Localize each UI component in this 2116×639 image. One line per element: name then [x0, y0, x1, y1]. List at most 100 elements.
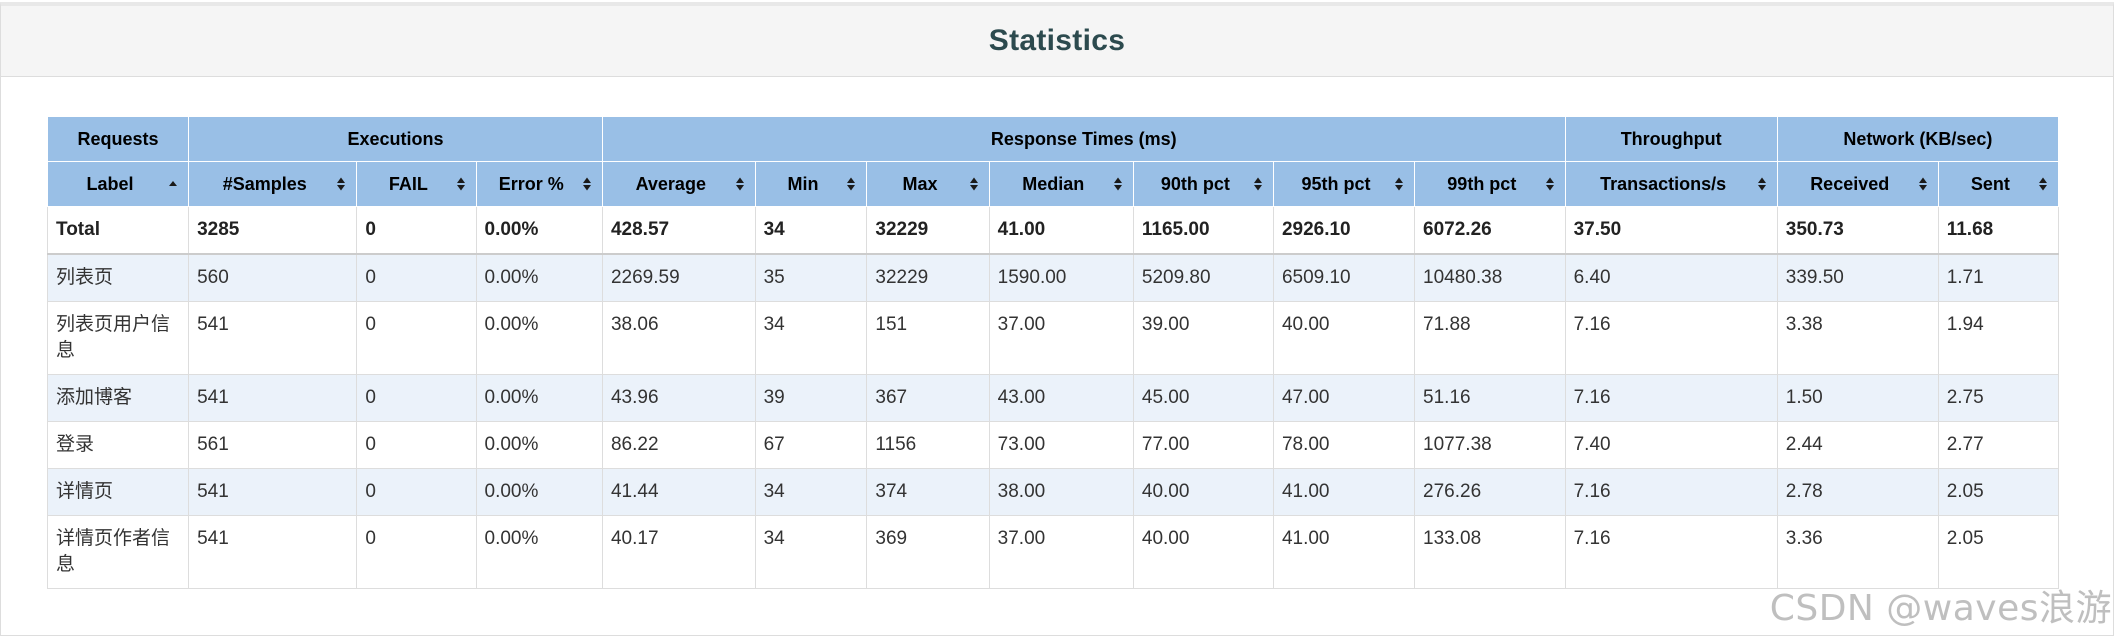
cell-max: 369 [866, 515, 990, 589]
cell-sent: 2.75 [1937, 374, 2060, 422]
row-label-cell: 登录 [46, 421, 190, 469]
cell-min: 34 [754, 515, 868, 589]
cell-sent: 1.71 [1937, 253, 2060, 302]
cell-samples: 561 [188, 421, 358, 469]
cell-95th-pct: 2926.10 [1272, 206, 1416, 255]
cell-90th-pct: 5209.80 [1132, 253, 1274, 302]
cell-transactions-s: 7.16 [1564, 515, 1778, 589]
cell-transactions-s: 37.50 [1564, 206, 1778, 255]
sort-icon[interactable] [1253, 176, 1263, 192]
cell-fail: 0 [356, 301, 477, 375]
table-row: 添加博客 541 0 0.00% 43.96 39 367 43.00 45.00 47.00 51… [46, 374, 2060, 422]
sort-icon[interactable] [1394, 176, 1404, 192]
column-header-fail[interactable]: FAIL [356, 161, 477, 207]
sort-icon[interactable] [1545, 176, 1555, 192]
row-label-cell: Total [46, 206, 190, 255]
column-header-label: Label [86, 173, 134, 194]
group-header-response-times-ms: Response Times (ms) [601, 116, 1566, 162]
column-header-average[interactable]: Average [601, 161, 756, 207]
sort-icon[interactable] [2038, 176, 2048, 192]
cell-error: 0.00% [475, 301, 603, 375]
cell-fail: 0 [356, 374, 477, 422]
cell-received: 1.50 [1776, 374, 1939, 422]
cell-99th-pct: 133.08 [1414, 515, 1566, 589]
cell-samples: 560 [188, 253, 358, 302]
column-header-min[interactable]: Min [754, 161, 868, 207]
cell-max: 367 [866, 374, 990, 422]
cell-90th-pct: 40.00 [1132, 515, 1274, 589]
cell-90th-pct: 1165.00 [1132, 206, 1274, 255]
column-header-90th-pct[interactable]: 90th pct [1132, 161, 1274, 207]
cell-median: 37.00 [988, 301, 1134, 375]
group-header-throughput: Throughput [1564, 116, 1778, 162]
cell-90th-pct: 45.00 [1132, 374, 1274, 422]
cell-min: 34 [754, 301, 868, 375]
cell-samples: 541 [188, 301, 358, 375]
sort-icon[interactable] [1757, 176, 1767, 192]
cell-max: 151 [866, 301, 990, 375]
cell-95th-pct: 78.00 [1272, 421, 1416, 469]
cell-median: 38.00 [988, 468, 1134, 516]
sort-icon[interactable] [1918, 176, 1928, 192]
cell-90th-pct: 40.00 [1132, 468, 1274, 516]
cell-99th-pct: 6072.26 [1414, 206, 1566, 255]
sort-ascending-icon[interactable] [168, 176, 178, 192]
cell-90th-pct: 77.00 [1132, 421, 1274, 469]
column-header-received[interactable]: Received [1776, 161, 1939, 207]
cell-average: 41.44 [601, 468, 756, 516]
table-row: 详情页 541 0 0.00% 41.44 34 374 38.00 40.00 41.00 276… [46, 468, 2060, 516]
cell-sent: 11.68 [1937, 206, 2060, 255]
cell-error: 0.00% [475, 253, 603, 302]
cell-min: 34 [754, 206, 868, 255]
cell-error: 0.00% [475, 374, 603, 422]
column-header-label: Sent [1970, 173, 2010, 194]
cell-max: 1156 [866, 421, 990, 469]
cell-error: 0.00% [475, 206, 603, 255]
cell-min: 67 [754, 421, 868, 469]
sort-icon[interactable] [846, 176, 856, 192]
cell-received: 2.78 [1776, 468, 1939, 516]
cell-transactions-s: 7.16 [1564, 301, 1778, 375]
cell-95th-pct: 41.00 [1272, 468, 1416, 516]
cell-median: 37.00 [988, 515, 1134, 589]
cell-sent: 2.05 [1937, 468, 2060, 516]
cell-fail: 0 [356, 515, 477, 589]
cell-99th-pct: 71.88 [1414, 301, 1566, 375]
cell-samples: 541 [188, 374, 358, 422]
column-header-samples[interactable]: #Samples [188, 161, 358, 207]
cell-95th-pct: 41.00 [1272, 515, 1416, 589]
column-header-transactions-s[interactable]: Transactions/s [1564, 161, 1778, 207]
sort-icon[interactable] [582, 176, 592, 192]
cell-95th-pct: 6509.10 [1272, 253, 1416, 302]
cell-fail: 0 [356, 468, 477, 516]
column-header-label: 90th pct [1160, 173, 1230, 194]
sort-icon[interactable] [969, 176, 979, 192]
column-header-label[interactable]: Label [46, 161, 190, 207]
row-label-cell: 详情页 [46, 468, 190, 516]
cell-average: 428.57 [601, 206, 756, 255]
cell-fail: 0 [356, 253, 477, 302]
column-header-max[interactable]: Max [866, 161, 990, 207]
sort-icon[interactable] [735, 176, 745, 192]
column-header-label: Error % [498, 173, 564, 194]
cell-sent: 1.94 [1937, 301, 2060, 375]
column-header-error[interactable]: Error % [475, 161, 603, 207]
cell-samples: 3285 [188, 206, 358, 255]
column-header-label: 99th pct [1447, 173, 1517, 194]
column-header-median[interactable]: Median [988, 161, 1134, 207]
row-label-cell: 添加博客 [46, 374, 190, 422]
column-header-label: Max [902, 173, 938, 194]
total-row: Total 3285 0 0.00% 428.57 34 32229 41.00 1165.00… [46, 206, 2060, 255]
cell-transactions-s: 6.40 [1564, 253, 1778, 302]
column-header-label: 95th pct [1301, 173, 1371, 194]
statistics-table-container: Requests Executions Response Times (ms) Thr… [46, 116, 2060, 589]
column-header-label: FAIL [388, 173, 428, 194]
column-header-sent[interactable]: Sent [1937, 161, 2060, 207]
table-row: 列表页用户信息 541 0 0.00% 38.06 34 151 37.00 39.00 40.0… [46, 301, 2060, 375]
sort-icon[interactable] [456, 176, 466, 192]
sort-icon[interactable] [336, 176, 346, 192]
cell-transactions-s: 7.16 [1564, 468, 1778, 516]
column-header-95th-pct[interactable]: 95th pct [1272, 161, 1416, 207]
sort-icon[interactable] [1113, 176, 1123, 192]
column-header-99th-pct[interactable]: 99th pct [1414, 161, 1566, 207]
